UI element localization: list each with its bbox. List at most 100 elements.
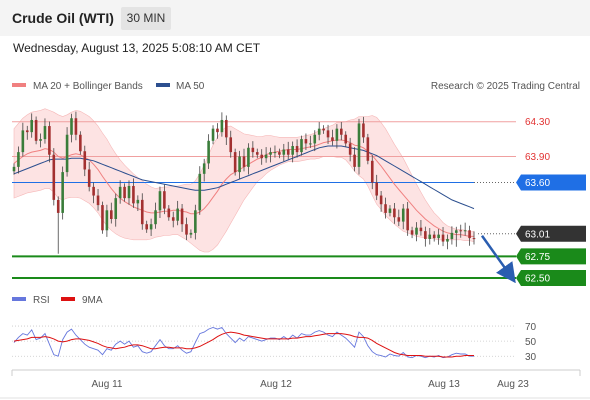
x-label-3: Aug 23 bbox=[497, 379, 529, 390]
candle bbox=[317, 122, 321, 141]
candle bbox=[291, 141, 294, 163]
candle bbox=[92, 182, 95, 204]
candle bbox=[344, 131, 348, 147]
rsi-tick-30: 30 bbox=[525, 352, 537, 363]
candle bbox=[225, 115, 228, 145]
candle bbox=[282, 143, 286, 162]
candle bbox=[353, 147, 356, 172]
price-label-64.30: 64.30 bbox=[525, 117, 550, 128]
price-labels: 64.30 63.90 63.60 63.01 62.75 62.50 bbox=[516, 117, 586, 287]
candle bbox=[384, 197, 387, 219]
candle bbox=[410, 226, 414, 239]
candle bbox=[331, 129, 334, 146]
instrument-title: Crude Oil (WTI) bbox=[12, 10, 114, 26]
candle bbox=[397, 209, 401, 227]
legend-9ma: 9MA bbox=[82, 295, 103, 306]
candle bbox=[468, 225, 471, 246]
candle bbox=[304, 133, 308, 151]
candle bbox=[450, 226, 454, 245]
candle bbox=[216, 123, 219, 139]
candle bbox=[34, 116, 38, 145]
candle bbox=[357, 118, 361, 175]
candle bbox=[127, 180, 131, 205]
legend-rsi: RSI bbox=[33, 295, 50, 306]
candle bbox=[229, 130, 233, 158]
candle bbox=[335, 124, 339, 149]
candle bbox=[87, 161, 91, 192]
candle bbox=[105, 204, 109, 237]
svg-text:62.50: 62.50 bbox=[525, 274, 550, 285]
candle bbox=[167, 205, 171, 221]
candle bbox=[388, 205, 392, 217]
candle bbox=[238, 150, 241, 179]
svg-text:63.90: 63.90 bbox=[525, 152, 550, 163]
copyright-text: Research © 2025 Trading Central bbox=[431, 81, 580, 92]
candle bbox=[393, 203, 396, 224]
x-label-0: Aug 11 bbox=[92, 379, 123, 390]
candle bbox=[83, 145, 87, 177]
candle bbox=[428, 228, 432, 245]
candle bbox=[326, 124, 330, 144]
candle bbox=[472, 231, 476, 245]
candle bbox=[370, 155, 374, 190]
candle bbox=[375, 174, 378, 201]
candle bbox=[21, 122, 25, 157]
candle bbox=[322, 125, 325, 134]
svg-text:63.01: 63.01 bbox=[525, 229, 550, 240]
price-label-63.90: 63.90 bbox=[525, 152, 550, 163]
candle bbox=[366, 133, 370, 165]
candle bbox=[180, 204, 184, 232]
candle bbox=[140, 193, 144, 230]
ma50-line bbox=[13, 145, 475, 210]
candle bbox=[309, 135, 312, 148]
candle bbox=[463, 222, 467, 236]
candle bbox=[171, 211, 175, 228]
candle bbox=[48, 121, 51, 163]
candle bbox=[194, 204, 197, 240]
candle bbox=[101, 201, 104, 234]
x-axis-labels: Aug 11 Aug 12 Aug 13 Aug 23 bbox=[92, 379, 530, 390]
candle bbox=[419, 220, 423, 236]
candle bbox=[459, 224, 463, 238]
candle bbox=[406, 201, 409, 236]
candle bbox=[96, 188, 100, 211]
candle bbox=[437, 229, 440, 245]
price-label-63.60: 63.60 bbox=[516, 174, 586, 191]
candle bbox=[455, 226, 458, 247]
candle bbox=[163, 184, 166, 215]
header-bar bbox=[0, 0, 590, 36]
svg-text:63.60: 63.60 bbox=[525, 178, 550, 189]
candle bbox=[313, 130, 317, 152]
datetime-text: Wednesday, August 13, 2025 5:08:10 AM CE… bbox=[13, 41, 261, 55]
candle bbox=[242, 148, 246, 172]
candle bbox=[25, 125, 29, 140]
rsi-ma-line bbox=[13, 331, 474, 358]
candle bbox=[132, 178, 135, 208]
candle bbox=[145, 220, 148, 233]
candle bbox=[269, 147, 272, 163]
candle bbox=[30, 113, 33, 138]
candle bbox=[415, 222, 418, 242]
candle bbox=[340, 122, 343, 141]
candle bbox=[123, 183, 126, 202]
candle bbox=[79, 131, 82, 155]
timeframe-button[interactable]: 30 MIN bbox=[121, 7, 171, 30]
candle bbox=[114, 193, 118, 227]
candle bbox=[61, 166, 64, 220]
candle bbox=[247, 143, 250, 175]
legend-swatch-ma50 bbox=[156, 83, 170, 87]
candle bbox=[176, 200, 179, 226]
forecast-arrow bbox=[480, 235, 516, 284]
rsi-tick-70: 70 bbox=[525, 322, 537, 333]
candle bbox=[198, 166, 202, 215]
candle bbox=[441, 226, 445, 247]
candle bbox=[432, 231, 436, 242]
legend-swatch-9ma bbox=[61, 297, 75, 301]
rsi-tick-50: 50 bbox=[525, 337, 537, 348]
candle bbox=[260, 149, 263, 165]
bollinger-band bbox=[13, 108, 475, 253]
candle bbox=[207, 134, 210, 169]
legend-bollinger: MA 20 + Bollinger Bands bbox=[33, 81, 143, 92]
candle bbox=[12, 163, 16, 175]
